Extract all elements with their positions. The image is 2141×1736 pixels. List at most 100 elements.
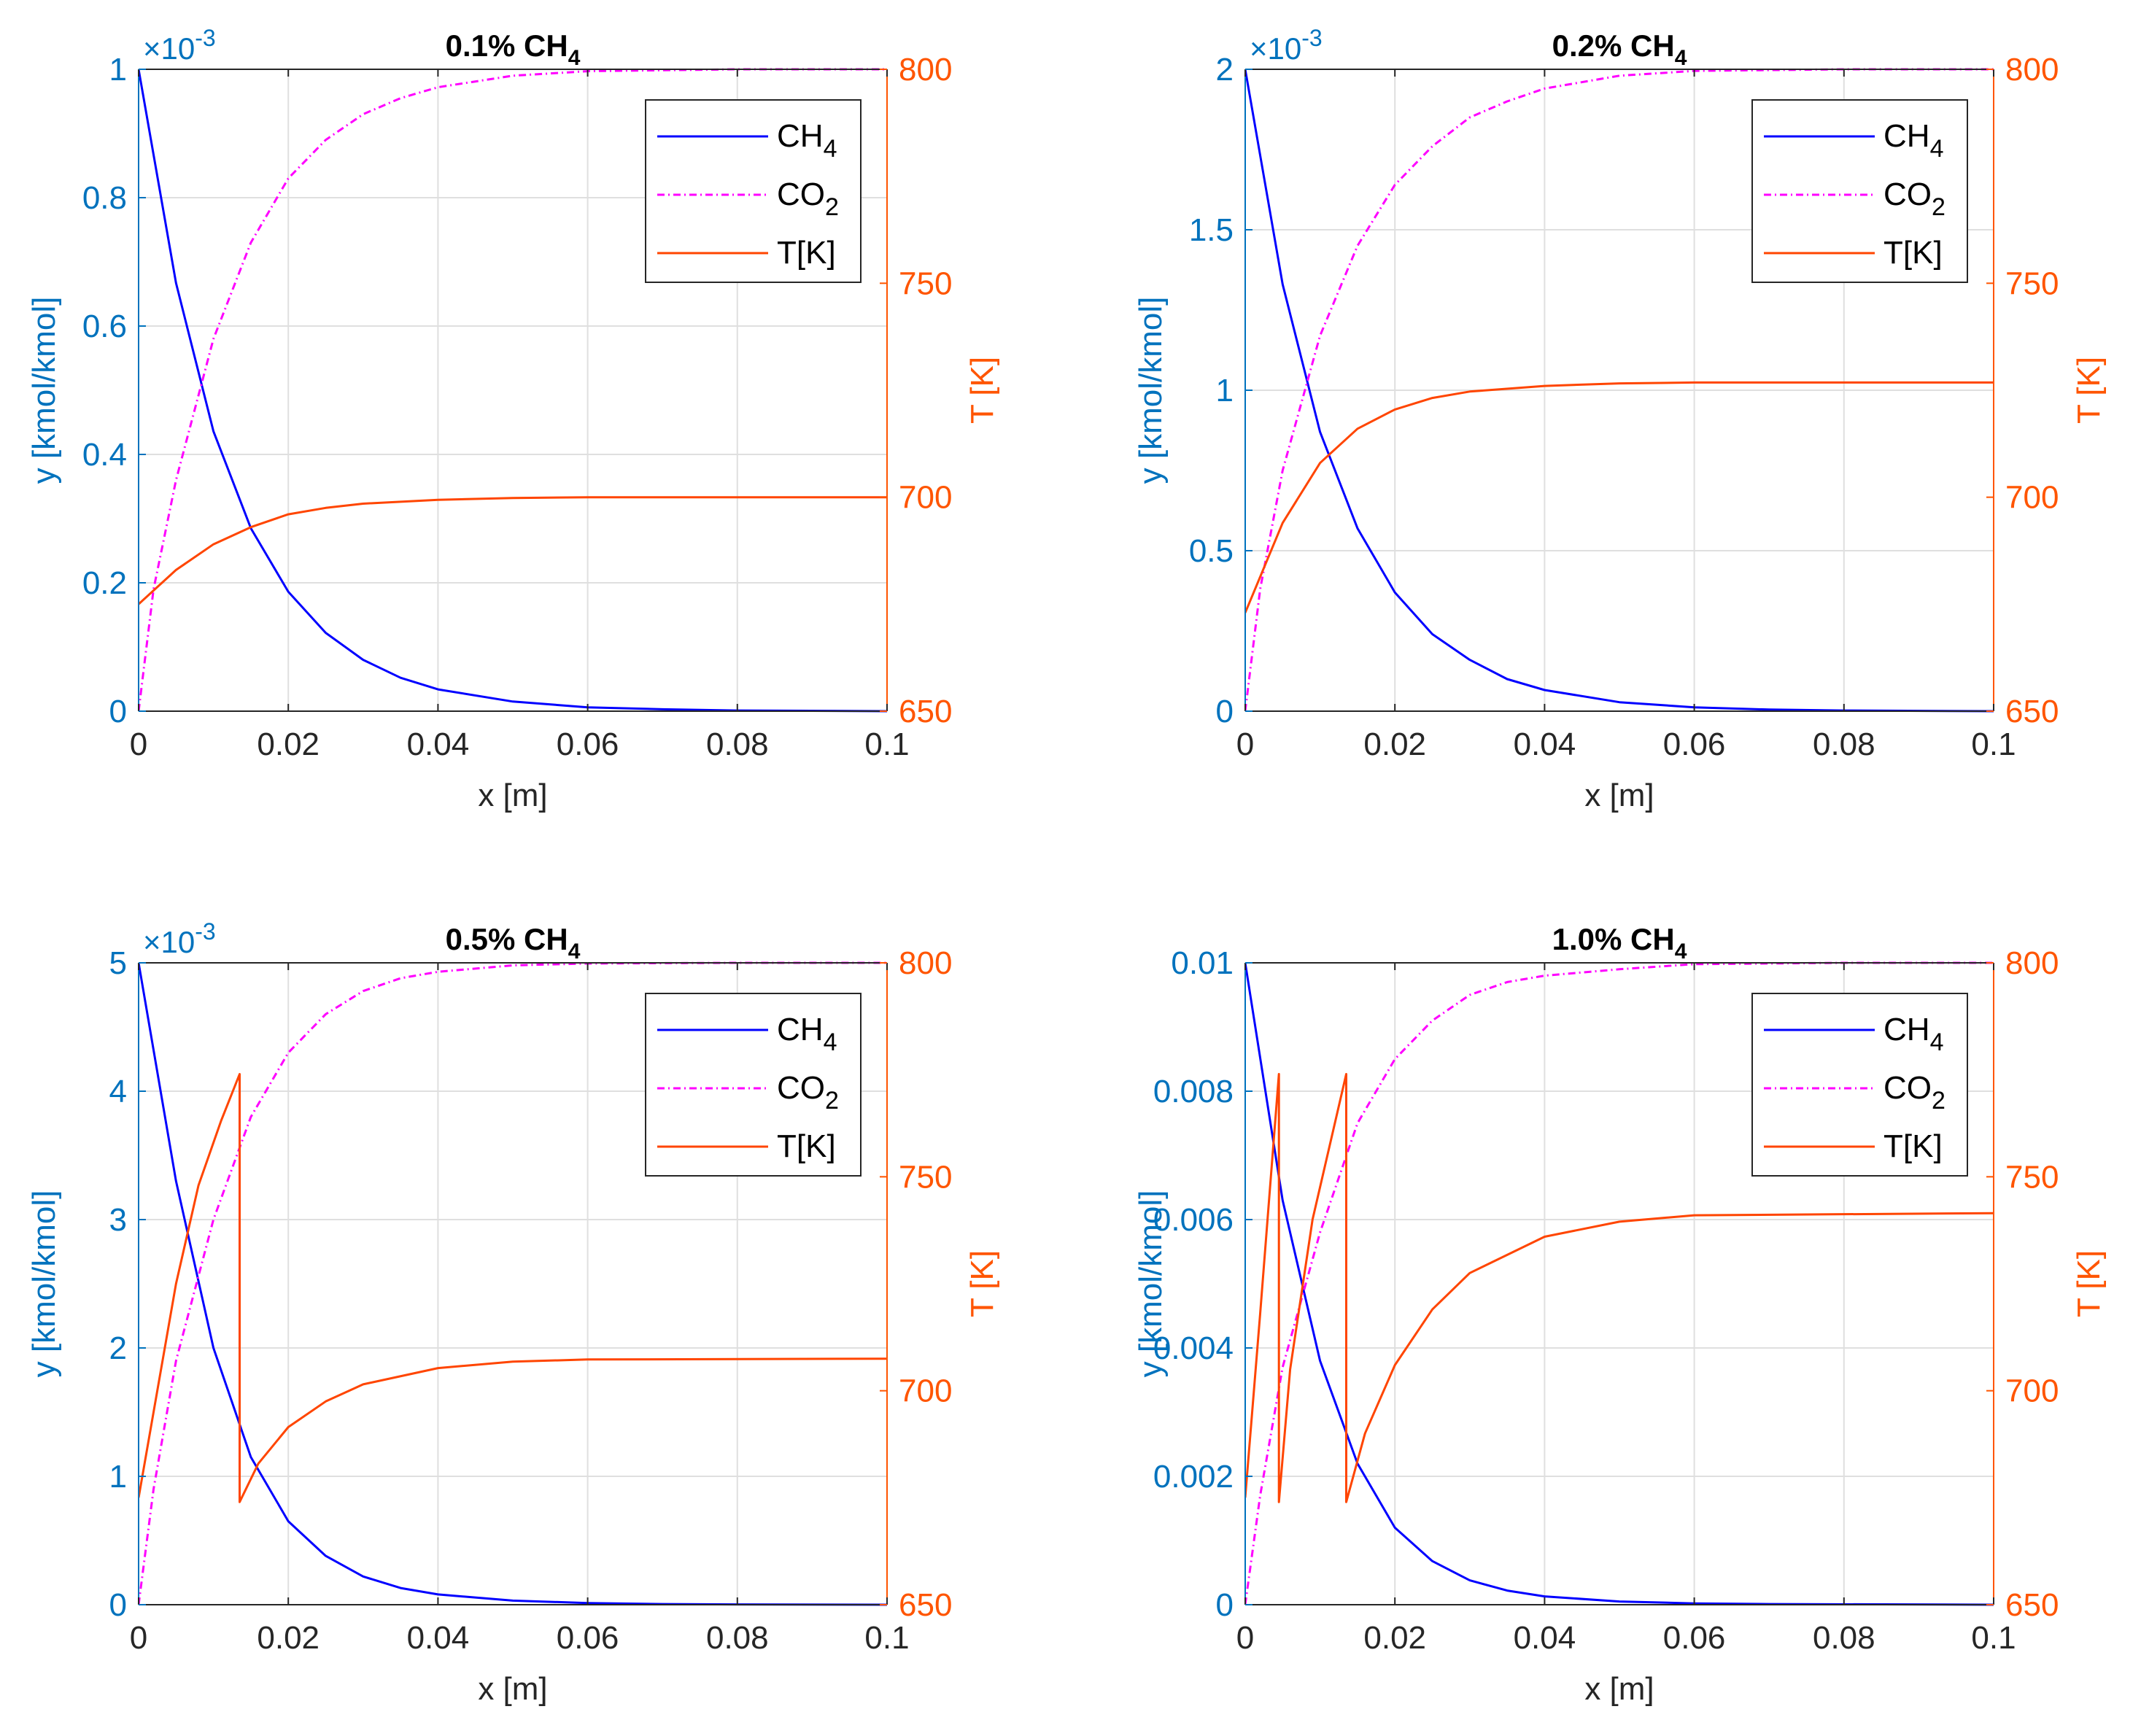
x-tick-label: 0.1 <box>864 1620 909 1656</box>
legend-label: T[K] <box>1883 235 1943 271</box>
y-left-tick-label: 0.5 <box>1189 533 1234 569</box>
y-left-axis-label: y [kmol/kmol] <box>26 297 62 484</box>
y-multiplier-exp: -3 <box>195 918 215 945</box>
y-right-axis-label: T [K] <box>2071 357 2107 424</box>
legend-label-name: CO <box>777 1070 825 1106</box>
x-tick-label: 0 <box>130 726 147 762</box>
y-multiplier-exp: -3 <box>1301 25 1322 51</box>
legend-label-name: T[K] <box>1883 1128 1943 1164</box>
x-tick-label: 0.06 <box>1663 1620 1726 1656</box>
x-tick-label: 0.08 <box>706 1620 769 1656</box>
legend-label-sub: 4 <box>1930 1028 1944 1056</box>
series-line-co2 <box>1245 961 1994 1605</box>
y-left-tick-label: 0.8 <box>82 180 127 216</box>
legend-label: CO2 <box>777 177 839 221</box>
y-left-tick-label: 1 <box>1216 373 1234 408</box>
legend-label-name: CH <box>777 1012 824 1047</box>
legend-label: T[K] <box>1883 1128 1943 1164</box>
legend-label: CO2 <box>1883 1070 1946 1115</box>
y-left-tick-label: 0.008 <box>1153 1074 1234 1109</box>
y-right-tick-label: 700 <box>899 1373 952 1409</box>
y-right-axis-label: T [K] <box>2071 1250 2107 1317</box>
y-left-tick-label: 1 <box>109 1459 127 1495</box>
y-left-tick-label: 5 <box>109 945 127 981</box>
legend: CH4 CO2 T[K] <box>645 99 862 283</box>
legend-label-name: T[K] <box>777 1128 836 1164</box>
series-line-ch4 <box>139 69 887 713</box>
y-left-tick-label: 0.006 <box>1153 1202 1234 1238</box>
legend: CH4 CO2 T[K] <box>1751 993 1968 1177</box>
chart-title: 0.2% CH4 <box>1552 28 1687 70</box>
chart-title-sub: 4 <box>1675 46 1687 70</box>
x-tick-label: 0.02 <box>1363 1620 1426 1656</box>
y-right-tick-label: 700 <box>2005 480 2059 516</box>
legend-label-sub: 4 <box>824 135 837 163</box>
y-left-tick-label: 3 <box>109 1202 127 1238</box>
y-left-tick-label: 0 <box>1216 694 1234 729</box>
chart-title-main: 0.5% CH <box>446 922 568 956</box>
legend-label-name: CO <box>777 177 825 212</box>
chart-title: 1.0% CH4 <box>1552 922 1687 964</box>
y-left-tick-label: 0.2 <box>82 565 127 601</box>
chart-title-sub: 4 <box>1675 939 1687 964</box>
y-left-tick-label: 2 <box>1216 52 1234 88</box>
y-right-tick-label: 650 <box>899 1587 952 1623</box>
series-line-ch4 <box>1245 69 1994 713</box>
y-right-tick-label: 750 <box>2005 266 2059 301</box>
y-right-axis-label: T [K] <box>964 1250 1000 1317</box>
legend-box <box>1751 99 1968 283</box>
y-left-tick-label: 0 <box>1216 1587 1234 1623</box>
chart-panel-0p1-ch4: 0 0.02 0.04 0.06 0.08 0.1 0 0.2 0.4 0.6 0.8 1 650 700… <box>26 25 1000 813</box>
x-tick-label: 0.02 <box>257 1620 320 1656</box>
x-tick-label: 0.04 <box>1514 726 1576 762</box>
x-axis-label: x [m] <box>478 1671 547 1707</box>
chart-title-main: 0.1% CH <box>446 28 568 63</box>
legend-label-sub: 2 <box>825 1087 839 1115</box>
legend-label: T[K] <box>777 1128 836 1164</box>
chart-title-sub: 4 <box>568 939 581 964</box>
y-left-tick-label: 0.6 <box>82 309 127 344</box>
series-line-t <box>1245 381 1994 613</box>
series-group <box>139 961 887 1606</box>
y-left-tick-label: 0.004 <box>1153 1330 1234 1366</box>
legend-label-name: T[K] <box>777 235 836 271</box>
y-right-tick-label: 800 <box>899 52 952 88</box>
series-line-co2 <box>139 68 887 712</box>
x-tick-label: 0.02 <box>257 726 320 762</box>
chart-title-sub: 4 <box>568 46 581 70</box>
y-multiplier: ×10-3 <box>143 25 216 66</box>
y-left-axis-label: y [kmol/kmol] <box>1133 297 1169 484</box>
y-right-tick-label: 700 <box>899 480 952 516</box>
y-left-axis-label: y [kmol/kmol] <box>1133 1190 1169 1378</box>
y-multiplier-exp: -3 <box>195 25 215 51</box>
legend-label-sub: 2 <box>825 193 839 221</box>
legend-label: T[K] <box>777 235 836 271</box>
chart-panel-1p0-ch4: 0 0.02 0.04 0.06 0.08 0.1 0 0.002 0.004 0.006 0.00… <box>1133 922 2107 1707</box>
x-tick-label: 0.1 <box>864 726 909 762</box>
legend-label-name: T[K] <box>1883 235 1943 271</box>
gridlines <box>1245 963 1994 1605</box>
y-right-tick-label: 650 <box>2005 694 2059 729</box>
legend-label: CH4 <box>1883 118 1943 163</box>
y-right-tick-label: 650 <box>899 694 952 729</box>
legend-label-name: CH <box>777 118 824 154</box>
legend-label-sub: 4 <box>1930 135 1944 163</box>
y-right-tick-label: 700 <box>2005 1373 2059 1409</box>
legend-label-sub: 4 <box>824 1028 837 1056</box>
y-multiplier-base: ×10 <box>143 925 195 959</box>
y-right-tick-label: 800 <box>2005 945 2059 981</box>
x-tick-label: 0 <box>130 1620 147 1656</box>
legend-box <box>1751 993 1968 1177</box>
y-left-tick-label: 4 <box>109 1074 127 1109</box>
x-tick-label: 0.1 <box>1971 1620 2016 1656</box>
y-multiplier-base: ×10 <box>143 31 195 66</box>
y-left-tick-label: 0.4 <box>82 437 127 473</box>
series-line-co2 <box>1245 68 1994 712</box>
x-tick-label: 0.08 <box>1813 726 1875 762</box>
y-right-tick-label: 800 <box>899 945 952 981</box>
y-multiplier: ×10-3 <box>1250 25 1323 66</box>
x-axis-label: x [m] <box>1584 1671 1654 1707</box>
y-left-axis-label: y [kmol/kmol] <box>26 1190 62 1378</box>
